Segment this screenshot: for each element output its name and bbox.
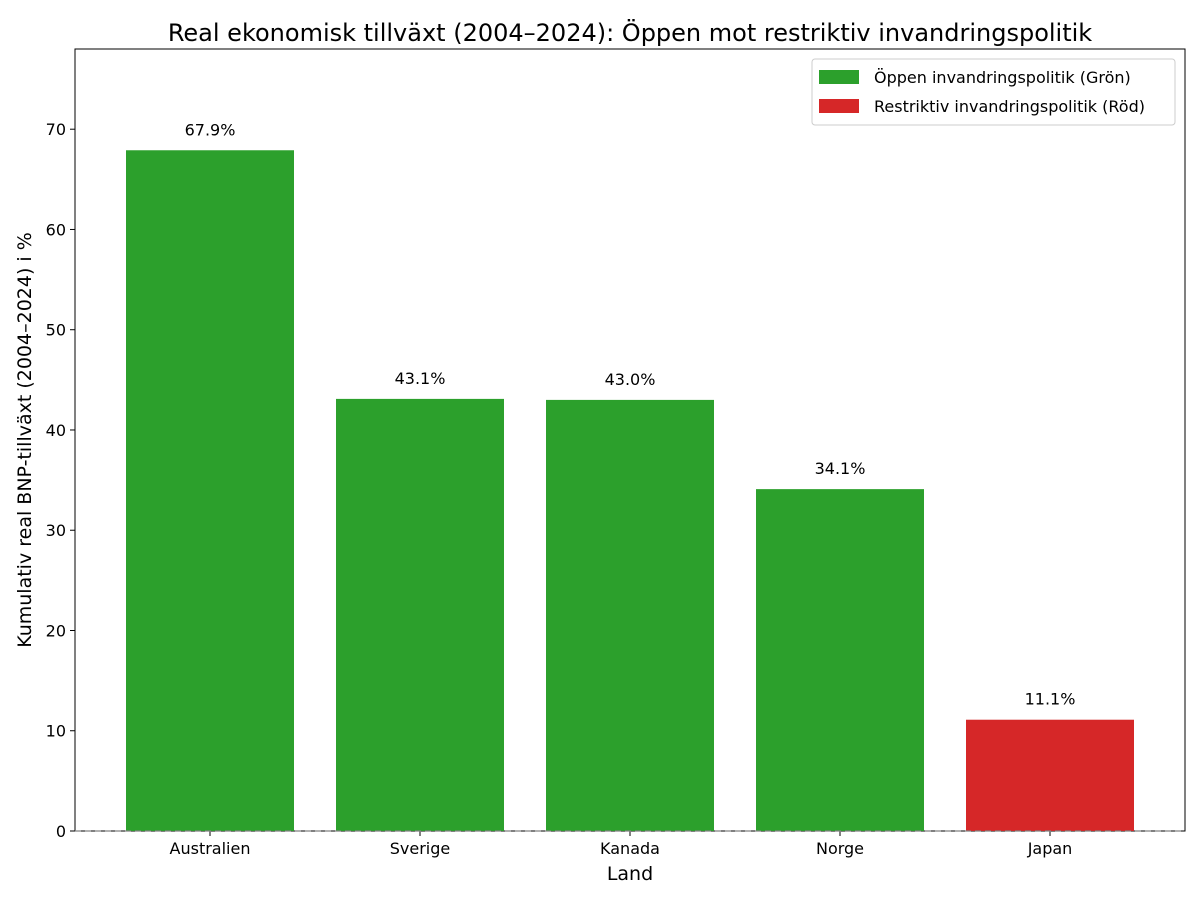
- x-axis: Australien Sverige Kanada Norge Japan: [170, 831, 1073, 858]
- x-axis-label: Land: [607, 863, 653, 885]
- y-tick-label-30: 30: [46, 521, 66, 540]
- y-axis: 0 10 20 30 40 50 60 70: [46, 120, 75, 841]
- data-label-norge: 34.1%: [815, 459, 866, 478]
- legend: Öppen invandringspolitik (Grön) Restrikt…: [811, 58, 1176, 126]
- legend-swatch-restrictive: [819, 99, 859, 113]
- y-tick-label-50: 50: [46, 321, 66, 340]
- x-tick-label-kanada: Kanada: [600, 839, 660, 858]
- bars-group: [126, 150, 1134, 831]
- x-tick-label-norge: Norge: [816, 839, 864, 858]
- legend-swatch-open: [819, 70, 859, 84]
- y-tick-label-10: 10: [46, 722, 66, 741]
- y-tick-label-40: 40: [46, 421, 66, 440]
- bar-kanada: [546, 399, 714, 831]
- data-label-japan: 11.1%: [1025, 690, 1076, 709]
- y-tick-label-70: 70: [46, 120, 66, 139]
- legend-entry-restrictive: Restriktiv invandringspolitik (Röd): [874, 97, 1145, 116]
- legend-box: [811, 58, 1176, 126]
- bar-sverige: [336, 398, 504, 831]
- data-labels-group: 67.9% 43.1% 43.0% 34.1% 11.1%: [185, 120, 1076, 708]
- bar-japan: [966, 719, 1134, 831]
- legend-entry-open: Öppen invandringspolitik (Grön): [874, 68, 1131, 87]
- y-tick-label-20: 20: [46, 621, 66, 640]
- x-tick-label-australien: Australien: [170, 839, 251, 858]
- x-tick-label-sverige: Sverige: [390, 839, 451, 858]
- data-label-sverige: 43.1%: [395, 369, 446, 388]
- y-axis-label: Kumulativ real BNP-tillväxt (2004–2024) …: [14, 232, 36, 648]
- bar-australien: [126, 150, 294, 831]
- data-label-kanada: 43.0%: [605, 370, 656, 389]
- y-tick-label-0: 0: [56, 822, 66, 841]
- bar-norge: [756, 489, 924, 831]
- x-tick-label-japan: Japan: [1027, 839, 1073, 858]
- data-label-australien: 67.9%: [185, 120, 236, 139]
- chart-title: Real ekonomisk tillväxt (2004–2024): Öpp…: [168, 18, 1092, 47]
- y-tick-label-60: 60: [46, 220, 66, 239]
